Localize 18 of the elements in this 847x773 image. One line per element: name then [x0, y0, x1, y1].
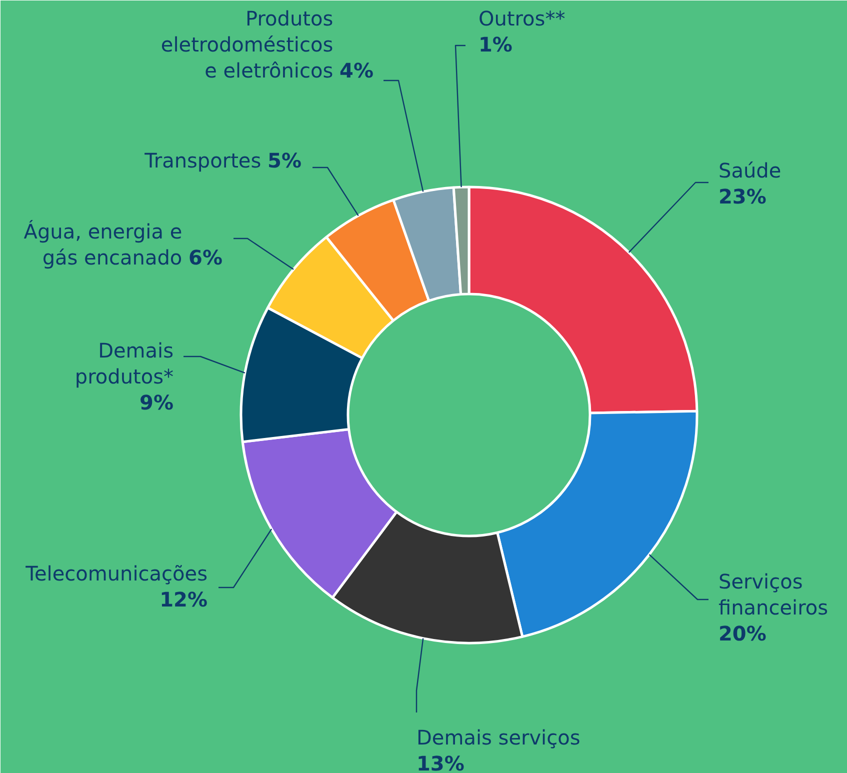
slice-label: Água, energia e gás encanado: [24, 220, 182, 270]
slice-label: Produtos eletrodomésticos e eletrônicos: [160, 6, 334, 82]
data-label: 1%: [478, 32, 512, 56]
slice-label: Transportes: [144, 148, 262, 172]
data-label: 23%: [718, 184, 766, 208]
data-label: 5%: [268, 148, 302, 172]
data-label: 20%: [718, 622, 766, 646]
slice-label: Demais serviços: [416, 726, 580, 750]
data-label: 6%: [188, 246, 223, 270]
slice-label: Outros**: [478, 6, 566, 30]
slice-label: Serviços financeiros: [718, 570, 828, 620]
data-label: 12%: [160, 588, 208, 612]
data-label: 13%: [416, 752, 464, 773]
slice-label: Telecomunicações: [24, 562, 208, 586]
slice-label: Saúde: [718, 158, 782, 182]
slice-label: Demais produtos*: [74, 338, 174, 388]
data-label: 9%: [140, 390, 174, 414]
data-label: 4%: [340, 58, 374, 82]
